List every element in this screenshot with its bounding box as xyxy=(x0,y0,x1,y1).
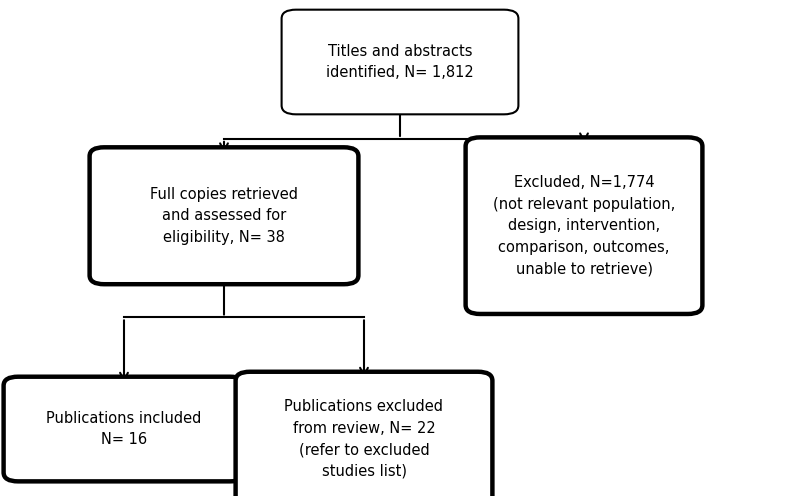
Text: Titles and abstracts
identified, N= 1,812: Titles and abstracts identified, N= 1,81… xyxy=(326,44,474,80)
FancyBboxPatch shape xyxy=(282,10,518,115)
Text: Excluded, N=1,774
(not relevant population,
design, intervention,
comparison, ou: Excluded, N=1,774 (not relevant populati… xyxy=(493,175,675,276)
FancyBboxPatch shape xyxy=(466,137,702,314)
Text: Publications excluded
from review, N= 22
(refer to excluded
studies list): Publications excluded from review, N= 22… xyxy=(285,399,443,479)
FancyBboxPatch shape xyxy=(3,377,245,481)
Text: Full copies retrieved
and assessed for
eligibility, N= 38: Full copies retrieved and assessed for e… xyxy=(150,186,298,245)
Text: Publications included
N= 16: Publications included N= 16 xyxy=(46,411,202,447)
FancyBboxPatch shape xyxy=(90,147,358,284)
FancyBboxPatch shape xyxy=(235,372,492,496)
